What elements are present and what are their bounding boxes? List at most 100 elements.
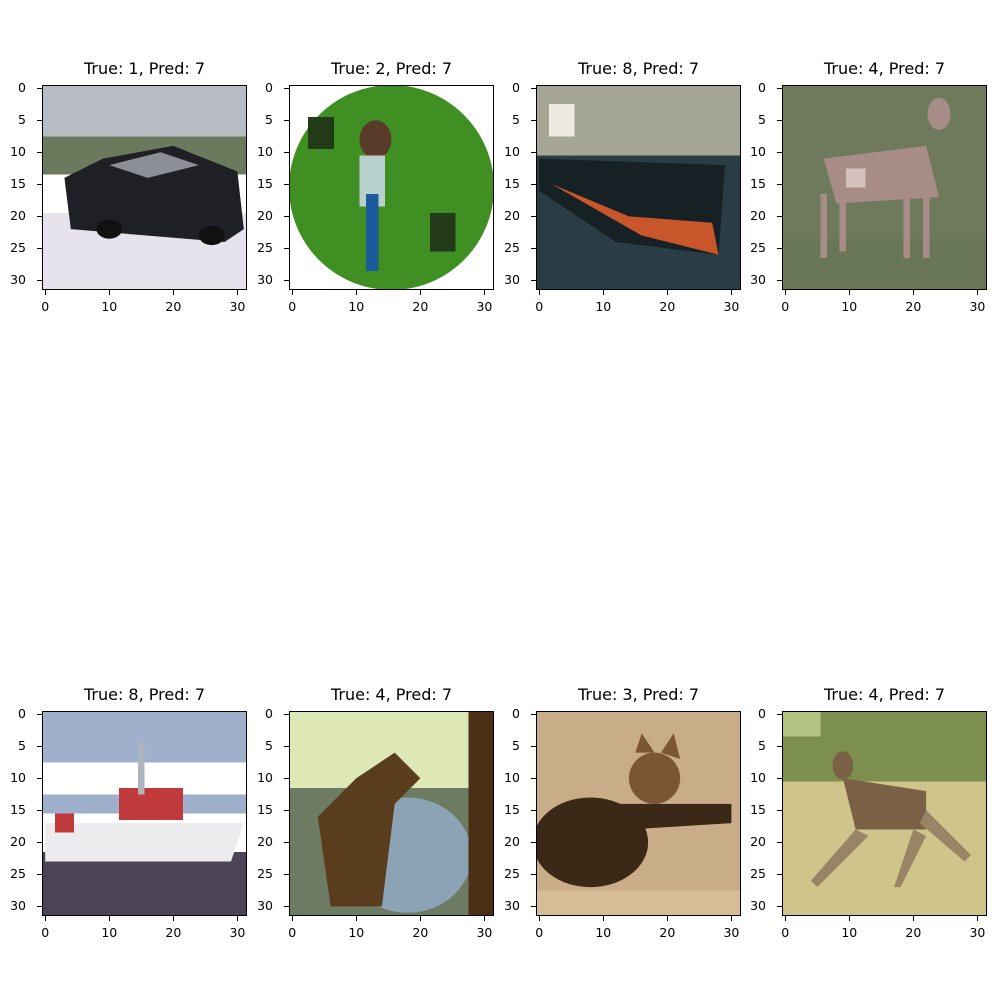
- y-tick-mark: [777, 119, 782, 121]
- y-tick-mark: [777, 745, 782, 747]
- bird-head: [359, 120, 392, 159]
- x-tick-mark: [355, 290, 357, 295]
- x-tick-label: 30: [969, 299, 986, 314]
- y-tick-mark: [531, 183, 536, 185]
- subplot-title: True: 4, Pred: 7: [330, 685, 453, 704]
- x-tick-label: 0: [41, 299, 50, 314]
- y-tick-label: 20: [750, 834, 766, 850]
- x-tick-label: 10: [841, 925, 858, 940]
- y-tick-mark: [37, 215, 42, 217]
- grass-region: [782, 238, 987, 290]
- x-tick-label: 0: [781, 925, 790, 940]
- axes-frame: [782, 711, 987, 916]
- cat-leg: [616, 803, 732, 830]
- x-tick-mark: [483, 290, 485, 295]
- x-tick-mark: [666, 916, 668, 921]
- sample-image: [289, 711, 494, 916]
- x-tick-label: 20: [905, 299, 922, 314]
- x-tick-mark: [419, 290, 421, 295]
- y-tick-label: 10: [10, 144, 26, 160]
- x-tick-mark: [44, 290, 46, 295]
- x-tick-mark: [538, 290, 540, 295]
- y-tick-label: 10: [504, 770, 520, 786]
- x-tick-mark: [912, 290, 914, 295]
- image-subplot: True: 1, Pred: 7 0 10 20 30 0 5 10 15 20 25 30: [10, 59, 247, 314]
- image-content: [782, 85, 987, 290]
- boat-mast: [138, 743, 145, 795]
- image-content: [289, 85, 494, 290]
- cat-ear: [635, 733, 655, 753]
- x-tick-mark: [848, 290, 850, 295]
- y-tick-label: 20: [10, 834, 26, 850]
- x-tick-mark: [666, 290, 668, 295]
- x-tick-label: 10: [101, 925, 118, 940]
- y-tick-label: 5: [265, 738, 273, 754]
- x-tick-mark: [730, 290, 732, 295]
- y-tick-label: 0: [512, 706, 520, 722]
- building-region: [548, 104, 575, 137]
- y-tick-label: 15: [10, 176, 26, 192]
- y-tick-label: 15: [504, 176, 520, 192]
- y-tick-mark: [284, 713, 289, 715]
- y-tick-mark: [777, 841, 782, 843]
- axes-frame: [536, 85, 741, 290]
- sample-image: [536, 85, 741, 290]
- deer-leg: [922, 193, 930, 258]
- y-tick-label: 20: [10, 208, 26, 224]
- y-tick-mark: [531, 873, 536, 875]
- x-tick-label: 20: [659, 925, 676, 940]
- x-tick-label: 20: [659, 299, 676, 314]
- sample-image: [536, 711, 741, 916]
- x-tick-label: 20: [165, 299, 182, 314]
- x-tick-label: 30: [229, 299, 246, 314]
- y-tick-label: 5: [18, 112, 26, 128]
- x-tick-label: 0: [781, 299, 790, 314]
- boat-cabin: [118, 787, 183, 820]
- y-tick-label: 30: [257, 272, 273, 288]
- x-tick-label: 20: [412, 925, 429, 940]
- y-tick-label: 20: [750, 208, 766, 224]
- x-tick-mark: [419, 916, 421, 921]
- x-tick-mark: [483, 916, 485, 921]
- y-tick-mark: [531, 841, 536, 843]
- x-tick-mark: [108, 916, 110, 921]
- y-tick-mark: [37, 279, 42, 281]
- subplot-title: True: 2, Pred: 7: [330, 59, 453, 78]
- deer-body: [842, 778, 927, 830]
- y-tick-mark: [37, 905, 42, 907]
- y-tick-mark: [777, 183, 782, 185]
- x-tick-label: 0: [288, 299, 297, 314]
- y-tick-mark: [37, 713, 42, 715]
- y-tick-mark: [531, 87, 536, 89]
- y-tick-mark: [777, 151, 782, 153]
- axes-frame: [42, 711, 247, 916]
- y-tick-mark: [777, 87, 782, 89]
- y-tick-mark: [284, 777, 289, 779]
- image-content: [536, 85, 741, 290]
- y-tick-mark: [37, 777, 42, 779]
- y-tick-label: 30: [257, 898, 273, 914]
- x-tick-label: 30: [723, 925, 740, 940]
- x-tick-mark: [976, 290, 978, 295]
- x-tick-mark: [236, 916, 238, 921]
- y-tick-mark: [284, 279, 289, 281]
- image-content: [536, 711, 741, 916]
- y-tick-label: 5: [18, 738, 26, 754]
- x-tick-mark: [784, 916, 786, 921]
- y-tick-label: 25: [257, 866, 273, 882]
- y-tick-mark: [777, 215, 782, 217]
- deer-leg: [839, 193, 847, 252]
- x-tick-mark: [538, 916, 540, 921]
- x-tick-label: 0: [288, 925, 297, 940]
- y-tick-mark: [531, 777, 536, 779]
- deer-head: [927, 97, 951, 130]
- foliage-region: [289, 85, 494, 290]
- boat-hull: [45, 823, 244, 862]
- x-tick-label: 0: [535, 925, 544, 940]
- x-tick-label: 10: [595, 299, 612, 314]
- x-tick-mark: [172, 916, 174, 921]
- y-tick-label: 30: [10, 898, 26, 914]
- y-tick-mark: [37, 151, 42, 153]
- y-tick-label: 25: [257, 240, 273, 256]
- car-wheel: [96, 219, 123, 239]
